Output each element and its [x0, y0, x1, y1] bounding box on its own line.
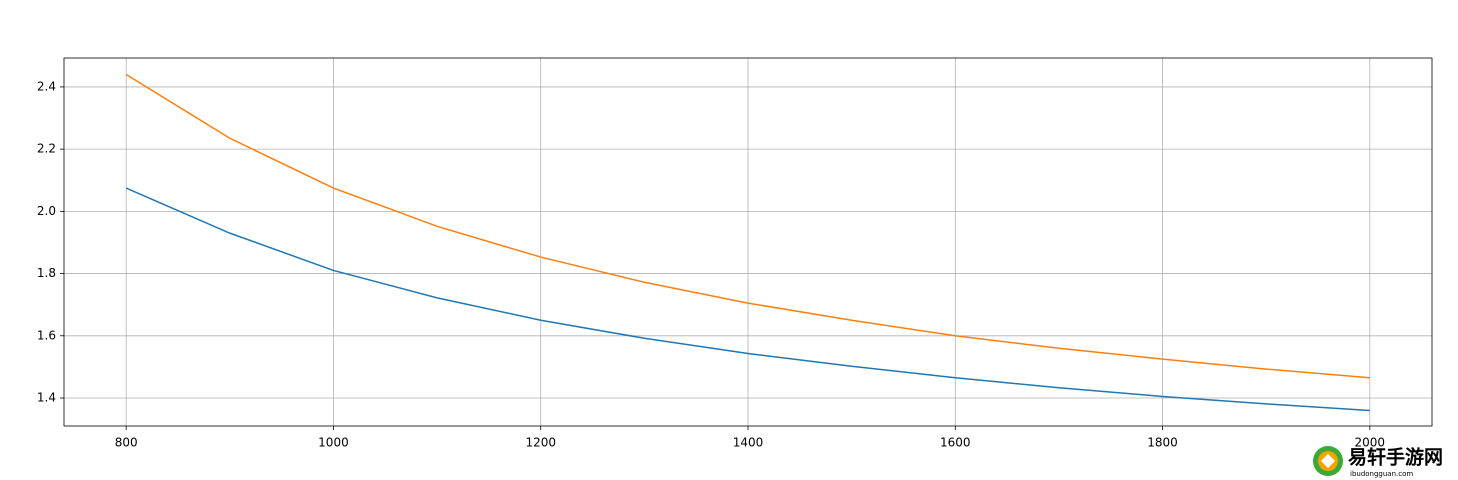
x-tick-label: 2000	[1355, 436, 1386, 450]
x-tick-label: 1600	[940, 436, 971, 450]
x-tick-label: 1400	[733, 436, 764, 450]
x-tick-label: 1200	[525, 436, 556, 450]
x-tick-label: 1800	[1147, 436, 1178, 450]
watermark-logo-mark	[1320, 453, 1336, 469]
watermark: 易轩手游网 ibudongguan.com	[1313, 446, 1443, 478]
y-tick-label: 2.2	[37, 142, 56, 156]
grid	[64, 58, 1432, 426]
watermark-url: ibudongguan.com	[1350, 470, 1413, 478]
ticks: 800 1000 1200 1400 1600 1800 2000 1.4 1.6 1.8 2.0 2…	[37, 79, 1385, 449]
line-series	[125, 187, 1370, 412]
line-series	[125, 73, 1370, 379]
y-tick-label: 2.0	[37, 204, 56, 218]
lines	[125, 73, 1370, 412]
y-tick-label: 2.4	[37, 79, 56, 93]
y-tick-label: 1.8	[37, 266, 56, 280]
y-tick-label: 1.6	[37, 328, 56, 342]
x-tick-label: 1000	[318, 436, 349, 450]
watermark-name: 易轩手游网	[1348, 446, 1443, 469]
y-tick-label: 1.4	[37, 391, 56, 405]
x-tick-label: 800	[115, 436, 138, 450]
